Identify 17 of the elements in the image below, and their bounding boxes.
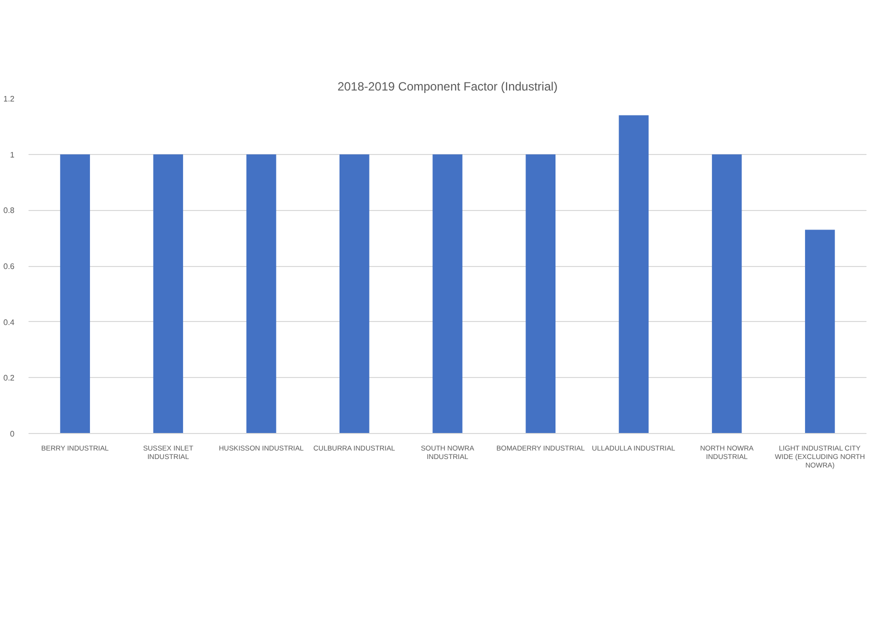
y-tick-label: 0.8 <box>3 206 16 216</box>
y-tick-label: 1.2 <box>3 94 16 104</box>
y-tick-label: 1 <box>10 150 16 160</box>
bar <box>805 230 835 434</box>
bar <box>339 154 370 434</box>
bar <box>246 154 276 434</box>
bar <box>618 115 649 434</box>
y-tick-label: 0 <box>10 430 16 438</box>
y-tick-label: 0.2 <box>3 374 16 383</box>
bar <box>712 154 742 434</box>
bar <box>60 154 90 434</box>
chart-title: 2018-2019 Component Factor (Industrial) <box>337 80 558 94</box>
bar <box>153 154 184 434</box>
y-tick-label: 0.6 <box>3 262 16 271</box>
bar <box>526 154 556 434</box>
y-tick-label: 0.4 <box>3 318 16 327</box>
bar <box>432 154 462 434</box>
